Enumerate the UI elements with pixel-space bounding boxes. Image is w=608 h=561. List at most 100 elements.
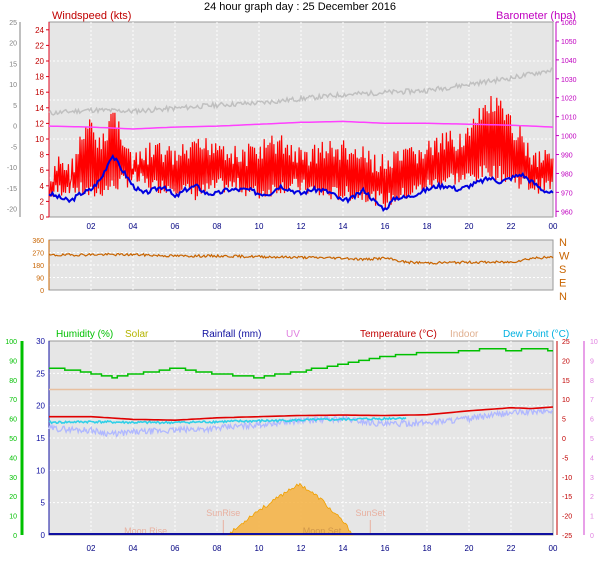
x-tick-label: 08	[213, 222, 222, 231]
barometer-tick-label: 1000	[561, 134, 577, 141]
wind-tick-label: 18	[35, 73, 44, 82]
wind-tick-label: 20	[35, 57, 44, 66]
uv-tick-label: 2	[590, 494, 594, 501]
wind-average-line	[48, 153, 554, 212]
annotation-label: SunRise	[206, 508, 240, 518]
humidity-tick-label: 60	[9, 417, 17, 424]
wind-tick-label: 24	[35, 26, 44, 35]
barometer-tick-label: 960	[561, 209, 573, 216]
temperature-tick-label: -15	[562, 494, 572, 501]
compass-label: E	[559, 278, 566, 290]
x-tick-label: 22	[507, 222, 516, 231]
legend-item: Temperature (°C)	[360, 329, 437, 340]
x-tick-label: 12	[297, 222, 306, 231]
rainfall-tick-label: 25	[36, 369, 45, 378]
temperature-tick-label: 15	[562, 378, 570, 385]
direction-tick-label: 180	[32, 263, 44, 270]
uv-tick-label: 6	[590, 417, 594, 424]
uv-tick-label: 9	[590, 358, 594, 365]
x-tick-label: 18	[423, 222, 432, 231]
wind-tick-label: 12	[35, 119, 44, 128]
x-tick-label: 04	[129, 544, 138, 553]
x-tick-label: 02	[87, 222, 96, 231]
rainfall-tick-label: 5	[41, 499, 46, 508]
compass-label: N	[559, 237, 567, 249]
barometer-tick-label: 1060	[561, 20, 577, 27]
uv-tick-label: 4	[590, 455, 594, 462]
compass-label: N	[559, 291, 567, 303]
direction-tick-label: 360	[32, 238, 44, 245]
outer-left-tick-label: 5	[13, 103, 17, 110]
legend-item: UV	[286, 329, 300, 340]
temperature-tick-label: 5	[562, 417, 566, 424]
wind-tick-label: 22	[35, 41, 44, 50]
x-tick-label: 20	[465, 222, 474, 231]
direction-tick-label: 270	[32, 251, 44, 258]
dewpoint-line	[48, 416, 407, 425]
rainfall-tick-label: 30	[36, 337, 45, 346]
x-tick-label: 22	[507, 544, 516, 553]
wind-tick-label: 14	[35, 104, 44, 113]
temperature-tick-label: -10	[562, 475, 572, 482]
x-tick-label: 14	[339, 222, 348, 231]
temperature-tick-label: 10	[562, 397, 570, 404]
outer-left-series-line	[48, 66, 554, 116]
rainfall-tick-label: 15	[36, 434, 45, 443]
humidity-tick-label: 20	[9, 494, 17, 501]
page-title: 24 hour graph day : 25 December 2016	[204, 1, 396, 13]
temperature-tick-label: 20	[562, 358, 570, 365]
outer-left-tick-label: -5	[11, 144, 17, 151]
temperature-tick-label: -5	[562, 455, 568, 462]
rainfall-tick-label: 0	[41, 531, 46, 540]
uv-tick-label: 5	[590, 436, 594, 443]
outer-left-tick-label: 20	[9, 41, 17, 48]
uv-tick-label: 3	[590, 475, 594, 482]
barometer-tick-label: 1040	[561, 58, 577, 65]
wind-gust-line	[48, 95, 554, 209]
humidity-tick-label: 50	[9, 436, 17, 443]
legend-item: Humidity (%)	[56, 329, 113, 340]
wind-tick-label: 10	[35, 135, 44, 144]
compass-label: S	[559, 264, 566, 276]
outer-left-tick-label: -15	[7, 186, 17, 193]
x-tick-label: 12	[297, 544, 306, 553]
humidity-line	[49, 348, 553, 379]
humidity-tick-label: 100	[5, 339, 17, 346]
wind-tick-label: 8	[40, 151, 45, 160]
annotation-label: Moon Rise	[124, 526, 167, 536]
x-tick-label: 16	[381, 544, 390, 553]
barometer-tick-label: 990	[561, 153, 573, 160]
humidity-tick-label: 80	[9, 378, 17, 385]
wind-tick-label: 4	[40, 182, 45, 191]
humidity-tick-label: 90	[9, 358, 17, 365]
uv-tick-label: 0	[590, 533, 594, 540]
feels-like-band	[48, 408, 554, 438]
x-tick-label: 08	[213, 544, 222, 553]
x-tick-label: 02	[87, 544, 96, 553]
barometer-tick-label: 1020	[561, 96, 577, 103]
uv-tick-label: 10	[590, 339, 598, 346]
wind-tick-label: 6	[40, 166, 45, 175]
direction-tick-label: 90	[36, 276, 44, 283]
humidity-tick-label: 70	[9, 397, 17, 404]
uv-tick-label: 1	[590, 514, 594, 521]
barometer-axis-title: Barometer (hpa)	[496, 10, 576, 22]
outer-left-tick-label: -10	[7, 165, 17, 172]
outer-left-tick-label: 10	[9, 82, 17, 89]
outer-left-tick-label: -20	[7, 207, 17, 214]
temperature-tick-label: 25	[562, 339, 570, 346]
outer-left-tick-label: 15	[9, 61, 17, 68]
barometer-tick-label: 1050	[561, 39, 577, 46]
outer-left-tick-label: 0	[13, 124, 17, 131]
legend-item: Indoor	[450, 329, 479, 340]
humidity-tick-label: 10	[9, 514, 17, 521]
x-tick-label: 20	[465, 544, 474, 553]
legend-item: Solar	[125, 329, 149, 340]
barometer-line	[48, 120, 554, 130]
outer-left-tick-label: 25	[9, 20, 17, 27]
barometer-tick-label: 970	[561, 190, 573, 197]
legend-item: Dew Point (°C)	[503, 329, 569, 340]
x-tick-label: 18	[423, 544, 432, 553]
humidity-tick-label: 0	[13, 533, 17, 540]
